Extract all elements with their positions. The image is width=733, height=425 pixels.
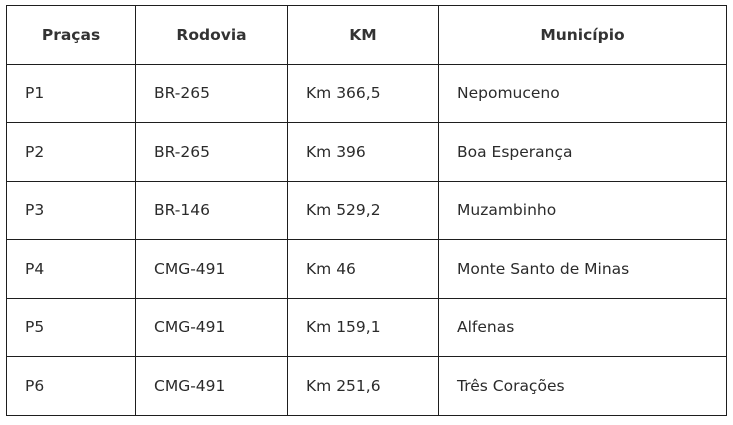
cell-rodovia: CMG-491 [135,239,288,299]
cell-rodovia: BR-265 [135,122,288,182]
table-row: P2 BR-265 Km 396 Boa Esperança [6,122,727,182]
cell-rodovia: CMG-491 [135,297,288,357]
table-row: P1 BR-265 Km 366,5 Nepomuceno [6,63,727,123]
cell-municipio: Nepomuceno [438,63,727,123]
cell-municipio: Três Corações [438,356,727,416]
toll-plaza-table: Praças Rodovia KM Município P1 BR-265 Km 3… [6,5,727,416]
cell-km: Km 159,1 [287,297,439,357]
cell-km: Km 366,5 [287,63,439,123]
cell-rodovia: BR-146 [135,180,288,240]
table-row: P4 CMG-491 Km 46 Monte Santo de Minas [6,239,727,299]
cell-municipio: Boa Esperança [438,122,727,182]
table-row: P3 BR-146 Km 529,2 Muzambinho [6,180,727,240]
cell-km: Km 46 [287,239,439,299]
table-row: P5 CMG-491 Km 159,1 Alfenas [6,297,727,357]
cell-praca: P5 [6,297,136,357]
header-row: Praças Rodovia KM Município [6,5,727,65]
header-municipio: Município [438,5,727,65]
cell-praca: P1 [6,63,136,123]
cell-km: Km 251,6 [287,356,439,416]
cell-praca: P3 [6,180,136,240]
cell-praca: P2 [6,122,136,182]
cell-rodovia: CMG-491 [135,356,288,416]
header-rodovia: Rodovia [135,5,288,65]
cell-municipio: Monte Santo de Minas [438,239,727,299]
cell-praca: P6 [6,356,136,416]
cell-praca: P4 [6,239,136,299]
cell-rodovia: BR-265 [135,63,288,123]
cell-km: Km 396 [287,122,439,182]
table-row: P6 CMG-491 Km 251,6 Três Corações [6,356,727,416]
header-km: KM [287,5,439,65]
cell-municipio: Muzambinho [438,180,727,240]
cell-municipio: Alfenas [438,297,727,357]
header-pracas: Praças [6,5,136,65]
cell-km: Km 529,2 [287,180,439,240]
